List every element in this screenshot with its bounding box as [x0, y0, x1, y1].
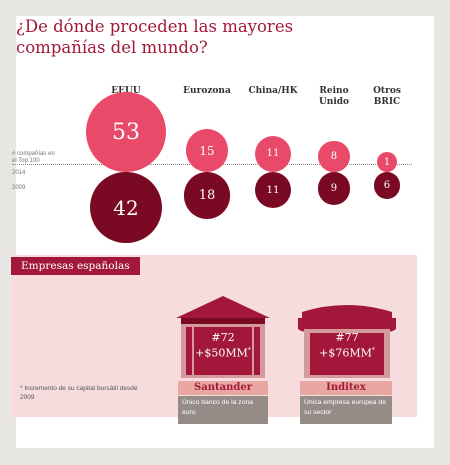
inditex-value: +$76MM: [319, 346, 372, 360]
santander-label: Santander: [178, 381, 268, 395]
metric-label: # compañías en el Top 100: [12, 151, 55, 164]
bubble-eeuu-2014: 53: [86, 92, 166, 172]
bubble-reino-unido-2009: 9: [317, 172, 351, 205]
bubble-value: 11: [266, 148, 280, 160]
bubble-otros-bric-2009: 6: [373, 172, 401, 199]
santander-asterisk: *: [247, 347, 251, 354]
region-label-otros-bric: Otros BRIC: [373, 86, 401, 107]
region-label-eeuu: EEUU: [111, 86, 141, 96]
year-2009-label: 2009: [12, 185, 26, 191]
santander-value: +$50MM: [195, 346, 248, 360]
region-label-china-hk: China/HK: [248, 86, 298, 96]
bubble-eurozona-2009: 18: [183, 172, 231, 219]
year-2014-label: 2014: [12, 170, 26, 176]
bubble-value: 8: [330, 150, 338, 162]
bubble-value: 9: [330, 182, 338, 194]
bubble-reino-unido-2014: 8: [318, 140, 350, 172]
region-label-reino-unido: Reino Unido: [318, 86, 350, 107]
inditex-note: Única empresa europea de su sector: [300, 396, 392, 424]
bubble-china-hk-2014: 11: [254, 135, 292, 172]
bubble-value: 53: [112, 119, 140, 145]
bubble-eurozona-2014: 15: [185, 129, 229, 172]
inditex-rank: #77: [335, 331, 359, 344]
bubble-otros-bric-2014: 1: [377, 152, 397, 172]
storefront-icon: [298, 305, 396, 378]
spanish-companies-title: Empresas españolas: [11, 257, 140, 275]
footnote: * Incremento de su capital bursátil desd…: [20, 385, 138, 401]
bubble-value: 15: [199, 143, 215, 158]
region-label-eurozona: Eurozona: [183, 86, 231, 96]
inditex-label: Inditex: [300, 381, 392, 395]
page-title: ¿De dónde proceden las mayores compañías…: [16, 17, 294, 57]
bubble-value: 11: [266, 184, 280, 196]
bubble-value: 6: [383, 179, 391, 191]
bubble-value: 18: [198, 187, 216, 203]
bank-building-icon: [176, 296, 270, 378]
bubble-eeuu-2009: 42: [90, 172, 162, 244]
inditex-asterisk: *: [371, 347, 375, 354]
bubble-value: 42: [113, 195, 139, 220]
bubble-china-hk-2009: 11: [254, 172, 292, 209]
inditex-figure: #77 +$76MM*: [310, 331, 384, 360]
santander-note: Único banco de la zona euro: [178, 396, 268, 424]
santander-rank: #72: [211, 331, 235, 344]
santander-figure: #72 +$50MM*: [194, 331, 252, 360]
bubble-value: 1: [383, 156, 391, 168]
